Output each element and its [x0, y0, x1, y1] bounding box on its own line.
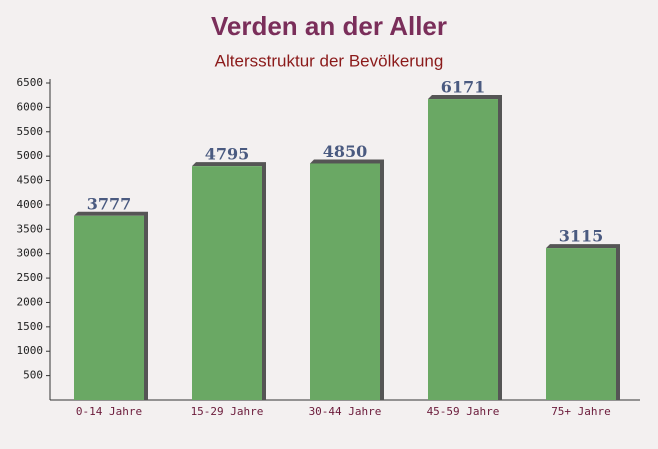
chart-title: Verden an der Aller	[211, 11, 447, 41]
x-tick-label: 75+ Jahre	[551, 405, 611, 418]
x-tick-label: 0-14 Jahre	[76, 405, 142, 418]
y-tick-label: 500	[23, 369, 43, 382]
value-label: 6171	[441, 78, 486, 97]
bar	[546, 248, 616, 400]
value-label: 3115	[559, 227, 604, 246]
y-tick-label: 5500	[17, 125, 44, 138]
y-tick-label: 3500	[17, 222, 44, 235]
y-tick-label: 1500	[17, 320, 44, 333]
chart-subtitle: Altersstruktur der Bevölkerung	[215, 51, 444, 70]
value-label: 4850	[323, 142, 368, 161]
x-tick-label: 15-29 Jahre	[191, 405, 264, 418]
value-label: 4795	[205, 145, 250, 164]
y-tick-label: 2000	[17, 295, 44, 308]
bar	[428, 99, 498, 400]
value-label: 3777	[87, 194, 132, 213]
y-tick-label: 3000	[17, 247, 44, 260]
bar	[310, 163, 380, 400]
y-tick-label: 1000	[17, 344, 44, 357]
y-tick-label: 2500	[17, 271, 44, 284]
bar	[192, 166, 262, 400]
y-tick-label: 4500	[17, 174, 44, 187]
y-tick-label: 5000	[17, 149, 44, 162]
y-tick-label: 4000	[17, 198, 44, 211]
y-tick-label: 6000	[17, 100, 44, 113]
bar	[74, 215, 144, 400]
x-tick-label: 45-59 Jahre	[427, 405, 500, 418]
y-tick-label: 6500	[17, 76, 44, 89]
x-tick-label: 30-44 Jahre	[309, 405, 382, 418]
